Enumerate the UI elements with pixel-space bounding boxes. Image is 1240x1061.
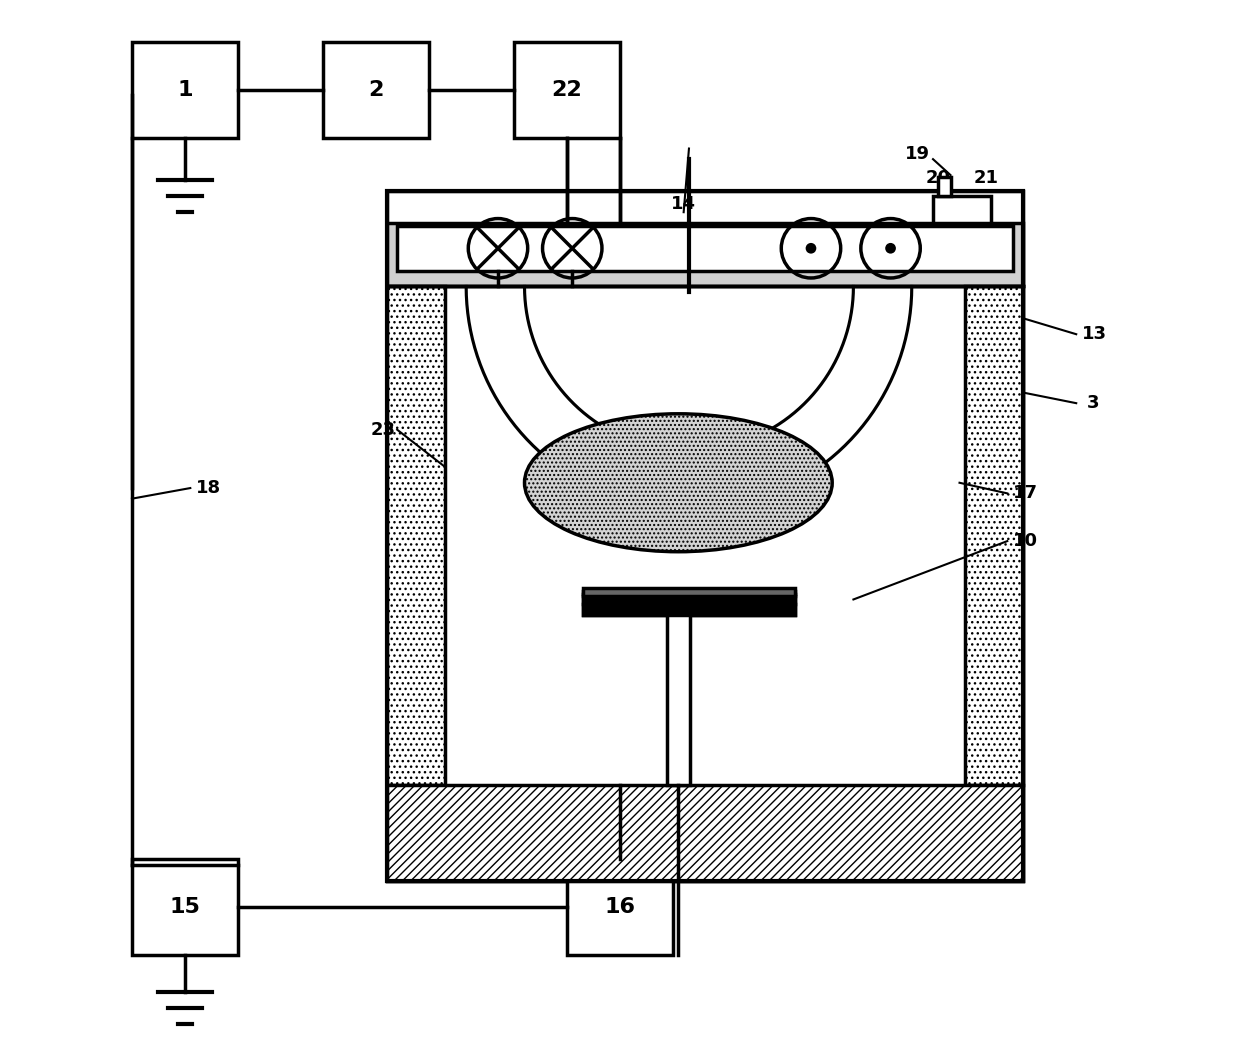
Bar bbox=[583, 604, 795, 615]
Bar bbox=[583, 594, 795, 604]
Bar bbox=[387, 785, 1023, 881]
Bar bbox=[387, 191, 1023, 881]
Text: 3: 3 bbox=[1086, 395, 1100, 412]
Text: 21: 21 bbox=[973, 170, 998, 187]
Bar bbox=[932, 196, 991, 223]
Circle shape bbox=[806, 243, 816, 254]
Bar bbox=[387, 191, 1023, 881]
Bar bbox=[445, 286, 965, 785]
Text: 15: 15 bbox=[170, 898, 201, 917]
Bar bbox=[939, 177, 951, 196]
Text: 2: 2 bbox=[368, 81, 383, 100]
Bar bbox=[397, 226, 1013, 271]
Text: 19: 19 bbox=[905, 145, 930, 162]
Text: 1: 1 bbox=[177, 81, 192, 100]
Bar bbox=[131, 859, 238, 955]
Text: 20: 20 bbox=[926, 170, 951, 187]
Text: 22: 22 bbox=[552, 81, 583, 100]
Text: 18: 18 bbox=[196, 480, 221, 497]
Bar bbox=[965, 286, 1023, 785]
Bar bbox=[387, 223, 1023, 286]
Text: 17: 17 bbox=[1013, 485, 1038, 502]
Bar bbox=[322, 42, 429, 138]
Bar bbox=[567, 859, 673, 955]
Circle shape bbox=[885, 243, 897, 254]
Bar bbox=[667, 615, 689, 785]
Bar bbox=[513, 42, 620, 138]
Text: 14: 14 bbox=[671, 195, 696, 212]
Text: 16: 16 bbox=[605, 898, 635, 917]
Bar bbox=[583, 591, 795, 594]
Bar bbox=[583, 588, 795, 596]
Bar bbox=[387, 286, 445, 785]
Text: 13: 13 bbox=[1081, 326, 1106, 343]
Text: 10: 10 bbox=[1013, 533, 1038, 550]
Text: 23: 23 bbox=[371, 421, 396, 438]
Bar bbox=[583, 596, 795, 615]
Bar bbox=[131, 42, 238, 138]
Ellipse shape bbox=[525, 414, 832, 552]
